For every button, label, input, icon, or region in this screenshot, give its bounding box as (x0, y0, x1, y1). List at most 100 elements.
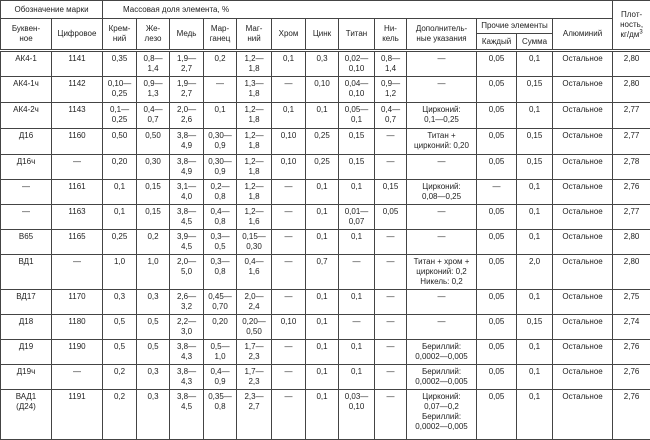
table-cell: 0,01— 0,07 (339, 205, 375, 230)
table-cell: — (272, 390, 306, 440)
digital-header: Цифровое (52, 19, 103, 51)
iron-header: Же- лезо (137, 19, 170, 51)
table-cell: — (407, 230, 477, 255)
table-cell: — (339, 315, 375, 340)
table-cell: 0,4— 1,6 (237, 255, 272, 290)
table-cell: 0,05 (477, 340, 517, 365)
table-cell: 0,2 (103, 365, 137, 390)
table-cell: 0,05 (477, 390, 517, 440)
aluminium-header: Алюминий (553, 19, 613, 51)
table-cell: 0,50 (103, 129, 137, 155)
table-cell: 0,3— 0,8 (204, 255, 237, 290)
table-cell: 0,15 (517, 129, 553, 155)
table-cell: 3,8— 4,9 (170, 155, 204, 180)
table-cell: 1,3— 1,8 (237, 77, 272, 103)
table-cell: 0,02— 0,10 (339, 51, 375, 77)
table-cell: — (339, 255, 375, 290)
table-cell: 0,05 (477, 129, 517, 155)
table-cell: 0,2 (103, 390, 137, 440)
table-cell: 2,76 (613, 365, 650, 390)
table-cell: 0,30— 0,9 (204, 155, 237, 180)
table-cell: ВАД1 (Д24) (1, 390, 52, 440)
table-cell: Д18 (1, 315, 52, 340)
table-cell: — (1, 205, 52, 230)
table-cell: 2,0 (517, 255, 553, 290)
table-cell: 0,1 (517, 205, 553, 230)
table-cell: Остальное (553, 365, 613, 390)
table-cell: Остальное (553, 51, 613, 77)
table-cell: Д19 (1, 340, 52, 365)
table-cell: Остальное (553, 155, 613, 180)
table-cell: — (375, 315, 407, 340)
table-cell: АК4-2ч (1, 103, 52, 129)
table-cell: 0,25 (306, 155, 339, 180)
other-elements-header: Прочие элементы (477, 19, 553, 34)
table-cell: — (272, 180, 306, 205)
table-cell: Остальное (553, 205, 613, 230)
table-cell: Д16 (1, 129, 52, 155)
table-cell: Д16ч (1, 155, 52, 180)
chromium-header: Хром (272, 19, 306, 51)
table-cell: 2,76 (613, 180, 650, 205)
density-superscript: 3 (639, 29, 642, 35)
letter-header: Буквен- ное (1, 19, 52, 51)
table-cell: 0,05 (477, 230, 517, 255)
table-cell: — (407, 315, 477, 340)
table-cell: 1,2— 1,8 (237, 180, 272, 205)
zinc-header: Цинк (306, 19, 339, 51)
designation-header: Обозначение марки (1, 1, 103, 19)
table-cell: АК4-1ч (1, 77, 52, 103)
table-cell: — (1, 180, 52, 205)
table-cell: 0,05 (375, 205, 407, 230)
table-cell: 3,8— 4,5 (170, 205, 204, 230)
table-cell: 0,15 (339, 129, 375, 155)
table-cell: — (204, 77, 237, 103)
table-cell: 0,20— 0,50 (237, 315, 272, 340)
table-cell: 0,1 (517, 180, 553, 205)
table-cell: 0,4— 0,9 (204, 365, 237, 390)
table-cell: 1,9— 2,7 (170, 77, 204, 103)
table-cell: 0,4— 0,7 (137, 103, 170, 129)
table-cell: 0,2 (204, 51, 237, 77)
table-cell: 0,1 (306, 180, 339, 205)
table-cell: 0,05 (477, 155, 517, 180)
table-cell: 0,04— 0,10 (339, 77, 375, 103)
table-cell: 0,1 (517, 103, 553, 129)
table-cell: 0,1 (306, 230, 339, 255)
table-cell: 1160 (52, 129, 103, 155)
titanium-header: Титан (339, 19, 375, 51)
table-cell: 2,75 (613, 290, 650, 315)
table-cell: 2,80 (613, 51, 650, 77)
table-cell: 1,2— 1,8 (237, 129, 272, 155)
table-cell: 2,3— 2,7 (237, 390, 272, 440)
table-cell: — (375, 255, 407, 290)
silicon-header: Крем- ний (103, 19, 137, 51)
table-cell: 1180 (52, 315, 103, 340)
table-cell: — (375, 340, 407, 365)
table-cell: 3,9— 4,5 (170, 230, 204, 255)
table-cell: 0,1 (103, 205, 137, 230)
table-cell: — (52, 365, 103, 390)
table-cell: 0,1— 0,25 (103, 103, 137, 129)
table-cell: ВД1 (1, 255, 52, 290)
table-cell: — (272, 255, 306, 290)
table-cell: 1,7— 2,3 (237, 365, 272, 390)
table-cell: Остальное (553, 390, 613, 440)
table-cell: 0,05 (477, 290, 517, 315)
table-cell: 1,2— 1,6 (237, 205, 272, 230)
table-cell: В65 (1, 230, 52, 255)
table-cell: 1,9— 2,7 (170, 51, 204, 77)
each-header: Каждый (477, 34, 517, 51)
table-cell: 0,1 (306, 315, 339, 340)
table-cell: 0,2 (137, 230, 170, 255)
table-cell: — (375, 155, 407, 180)
